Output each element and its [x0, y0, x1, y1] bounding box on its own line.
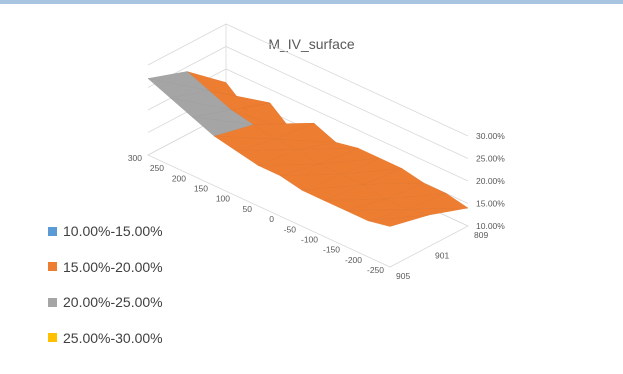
strike-tick-label: -250	[367, 265, 384, 275]
chart-title: M_IV_surface	[268, 36, 355, 52]
z-tick-label: 10.00%	[476, 221, 505, 231]
surface-facet	[235, 149, 298, 166]
legend-swatch-10-15	[48, 226, 57, 236]
top-accent-bar	[0, 0, 623, 4]
strike-tick-label: -150	[323, 245, 340, 255]
axis-ticks: 300 250 200 150 100 50 0 -50 -100 -150 -200 -250 809…	[128, 131, 505, 281]
strike-tick-label: -200	[345, 255, 362, 265]
legend-item-25-30: 25.00%-30.00%	[48, 329, 163, 347]
surface-facet	[279, 174, 342, 191]
legend-item-10-15: 10.00%-15.00%	[48, 222, 163, 240]
z-tick-label: 20.00%	[476, 176, 505, 186]
legend-label-15-20: 15.00%-20.00%	[63, 258, 163, 275]
legend-item-15-20: 15.00%-20.00%	[48, 258, 163, 276]
legend-swatch-15-20	[48, 262, 57, 271]
strike-tick-label: 50	[243, 204, 253, 214]
maturity-tick-label: 905	[396, 271, 410, 281]
legend-label-25-30: 25.00%-30.00%	[63, 329, 163, 346]
strike-tick-label: 100	[216, 194, 230, 204]
strike-tick-label: 200	[172, 173, 186, 183]
z-tick-label: 30.00%	[476, 131, 505, 141]
surface-facet	[367, 214, 430, 227]
legend-label-10-15: 10.00%-15.00%	[63, 223, 163, 239]
strike-tick-label: 150	[194, 184, 208, 194]
maturity-tick-label: 901	[435, 251, 449, 261]
surface-facet	[213, 135, 276, 151]
surface-facet	[147, 78, 210, 98]
strike-tick-label: -50	[284, 224, 297, 234]
strike-tick-label: 300	[128, 153, 142, 163]
surface-facet	[191, 116, 254, 137]
legend-swatch-25-30	[48, 333, 57, 342]
surface-facet	[257, 163, 320, 176]
strike-tick-label: -100	[301, 234, 318, 244]
chart-legend: 10.00%-15.00% 15.00%-20.00% 20.00%-25.00…	[48, 222, 163, 364]
surface-facet	[345, 209, 408, 222]
maturity-tick-label: 809	[474, 230, 488, 240]
strike-tick-label: 250	[150, 163, 164, 173]
surface-mesh	[147, 71, 469, 227]
strike-tick-label: 0	[269, 214, 274, 224]
surface-facet	[323, 198, 386, 211]
legend-swatch-20-25	[48, 297, 57, 307]
z-tick-label: 15.00%	[476, 199, 505, 209]
z-tick-label: 25.00%	[476, 154, 505, 164]
legend-label-20-25: 20.00%-25.00%	[63, 294, 163, 310]
surface-facet	[301, 184, 364, 201]
legend-item-20-25: 20.00%-25.00%	[48, 293, 163, 311]
surface-facet	[169, 97, 232, 118]
